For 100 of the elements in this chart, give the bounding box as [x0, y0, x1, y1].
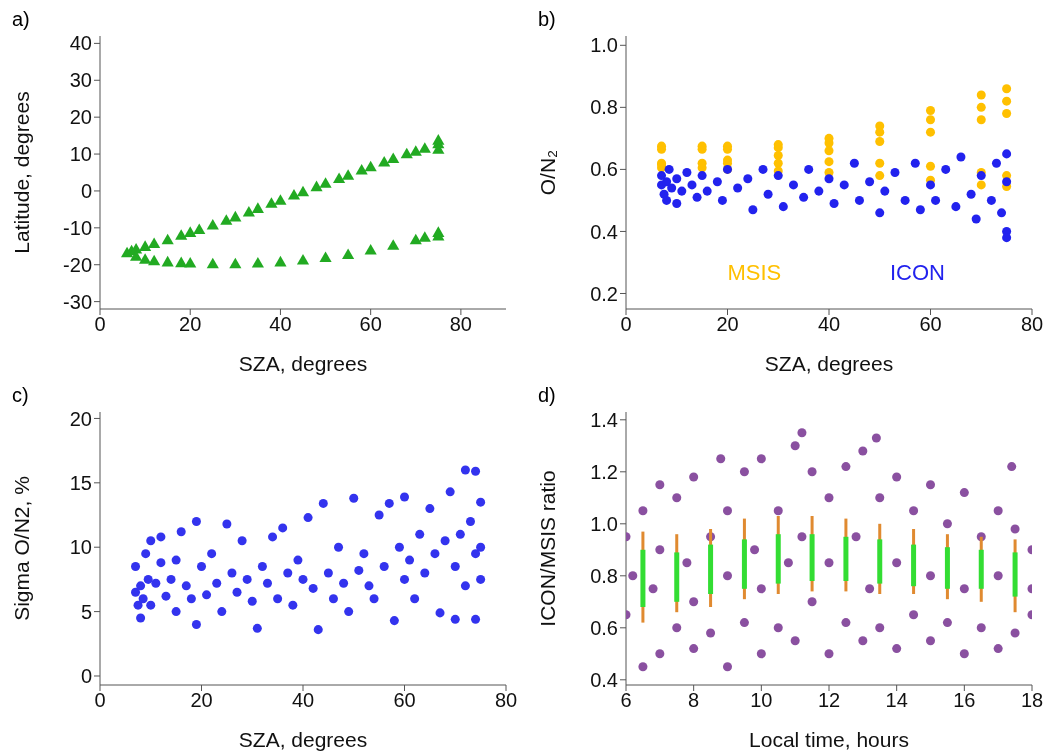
x-tick-label: 40	[817, 313, 841, 336]
point	[229, 257, 242, 269]
point	[274, 255, 287, 267]
chart-title: c)	[12, 384, 29, 407]
point	[931, 195, 941, 205]
x-tick-label: 18	[1020, 689, 1044, 712]
x-tick-label: 0	[94, 689, 106, 712]
point	[976, 115, 986, 125]
point	[773, 150, 783, 160]
point	[966, 189, 976, 199]
point	[875, 171, 885, 181]
x-tick-label: 20	[179, 313, 202, 336]
point	[175, 229, 188, 240]
bar	[1012, 552, 1018, 597]
y-axis-title: ICON/MSIS ratio	[536, 470, 560, 627]
bar	[877, 539, 883, 584]
point	[702, 186, 712, 196]
point	[1002, 233, 1012, 243]
y-tick-label: 1.0	[590, 34, 618, 57]
point	[296, 254, 310, 265]
point	[799, 192, 809, 202]
point	[839, 180, 849, 190]
y-tick-label: 1.4	[590, 408, 618, 431]
bar	[944, 547, 950, 589]
point	[432, 134, 445, 145]
point	[976, 102, 986, 112]
x-tick-label: 60	[393, 689, 416, 712]
point	[804, 164, 814, 174]
point	[206, 257, 219, 269]
y-axis-title: Sigma O/N2, %	[10, 476, 34, 621]
point	[409, 233, 422, 245]
point	[251, 256, 264, 268]
point	[712, 177, 722, 187]
point	[773, 171, 783, 181]
y-tick-label: 10	[69, 536, 92, 559]
point	[743, 174, 753, 184]
point	[687, 180, 697, 190]
point	[748, 205, 758, 215]
y-axis-title: O/N₂	[536, 149, 560, 196]
point	[915, 205, 925, 215]
y-tick-label: 1.2	[590, 460, 618, 483]
point	[662, 177, 672, 187]
x-tick-label: 0	[94, 313, 106, 336]
point	[1002, 149, 1012, 159]
bar	[911, 544, 917, 587]
point	[717, 195, 727, 205]
x-tick-label: 10	[750, 689, 773, 712]
text: MSIS	[727, 259, 782, 286]
point	[986, 195, 996, 205]
bar	[640, 549, 646, 607]
chart-title: b)	[538, 8, 556, 31]
y-tick-label: 5	[80, 600, 92, 623]
y-tick-label: -10	[63, 216, 92, 239]
point	[951, 202, 961, 212]
point	[682, 167, 692, 178]
y-tick-label: 0	[80, 665, 92, 688]
point	[1002, 177, 1012, 187]
y-tick-label: 15	[69, 471, 92, 494]
point	[296, 185, 310, 197]
point	[342, 248, 355, 260]
point	[976, 90, 986, 100]
point	[925, 180, 936, 190]
point	[319, 177, 332, 188]
x-axis-title: SZA, degrees	[238, 352, 368, 375]
y-axis-title: Latitude, degrees	[10, 91, 34, 254]
point	[788, 180, 798, 190]
point	[733, 183, 743, 193]
point	[364, 244, 377, 255]
x-tick-label: 40	[291, 689, 315, 712]
y-tick-label: 0.4	[590, 668, 618, 691]
point	[1002, 96, 1012, 106]
point	[193, 223, 206, 234]
chart-title: d)	[538, 384, 556, 407]
point	[148, 237, 161, 248]
point	[672, 199, 682, 209]
point	[664, 164, 674, 174]
y-tick-label: 20	[69, 106, 92, 129]
point	[319, 251, 332, 262]
point	[941, 164, 951, 174]
point	[956, 152, 966, 162]
point	[910, 158, 920, 168]
chart-title: a)	[12, 8, 30, 31]
x-tick-label: 60	[359, 313, 382, 336]
point	[287, 189, 301, 200]
x-tick-label: 80	[494, 689, 518, 712]
x-tick-label: 60	[919, 313, 942, 336]
point	[355, 164, 368, 175]
point	[854, 195, 864, 205]
point	[875, 158, 885, 168]
x-axis-title: SZA, degrees	[764, 352, 894, 375]
point	[418, 231, 431, 242]
point	[971, 214, 981, 224]
series-label: ICON	[889, 259, 945, 286]
point	[387, 152, 400, 164]
point	[378, 155, 391, 167]
point	[1002, 109, 1012, 119]
point	[814, 186, 824, 196]
point	[829, 199, 839, 209]
y-tick-label: 0.6	[590, 616, 618, 639]
x-tick-label: 8	[688, 689, 700, 712]
